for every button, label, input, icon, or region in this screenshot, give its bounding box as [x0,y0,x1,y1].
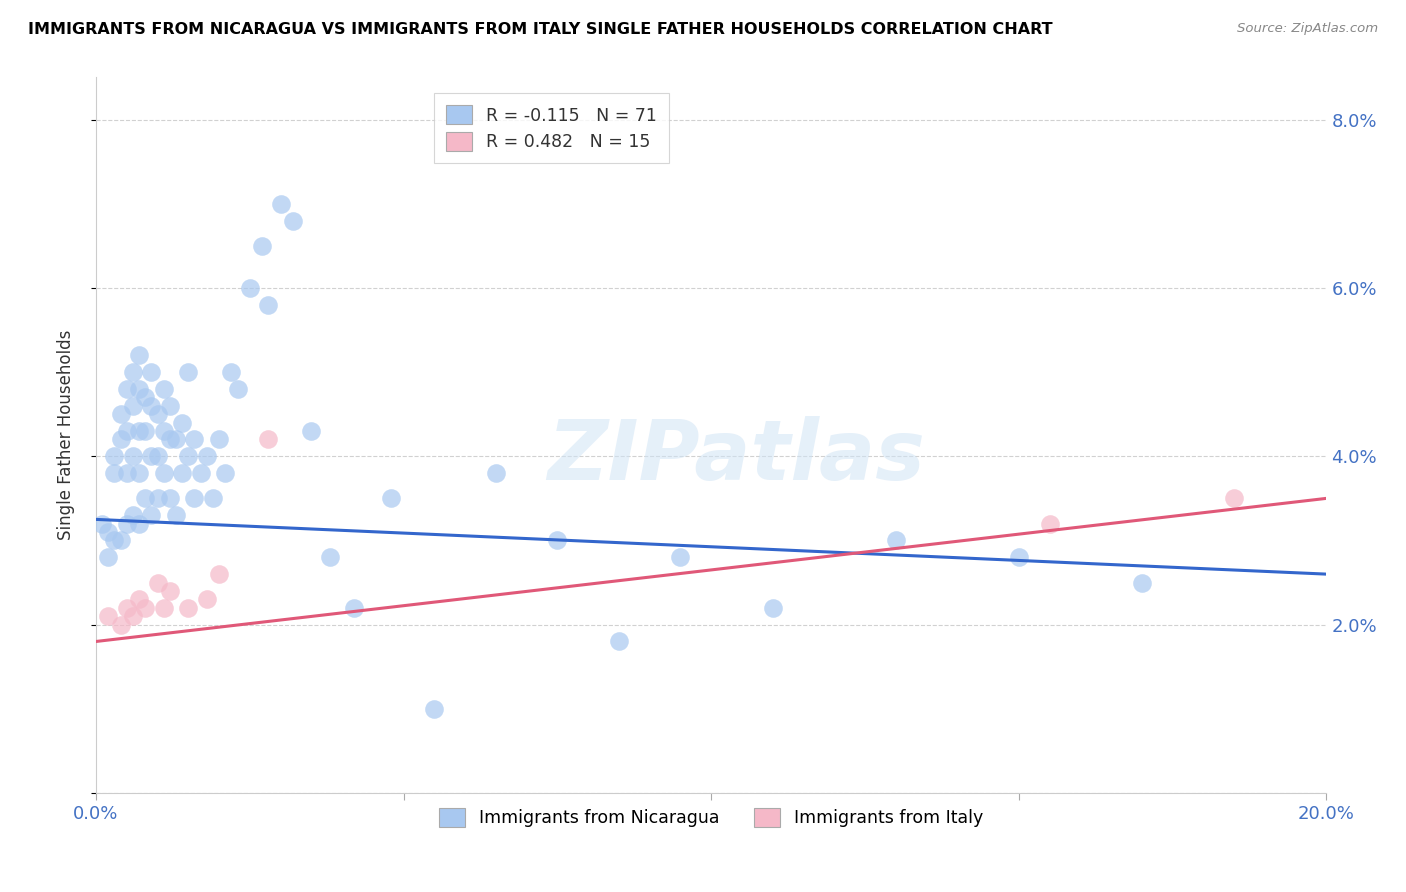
Point [195,592,218,607]
Point [115,516,138,531]
Point [152,600,174,615]
Point [122,365,145,379]
Point [152,466,174,480]
Point [122,450,145,464]
Point [884,533,907,548]
Point [1223,491,1246,506]
Point [165,433,187,447]
Y-axis label: Single Father Households: Single Father Households [58,330,75,541]
Point [128,348,150,362]
Point [159,433,181,447]
Point [110,617,132,632]
Point [172,416,194,430]
Point [97,550,120,565]
Point [152,424,174,438]
Point [110,433,132,447]
Point [97,524,120,539]
Point [299,424,322,438]
Point [146,491,169,506]
Point [1130,575,1153,590]
Point [141,508,163,523]
Point [91,516,114,531]
Point [97,609,120,624]
Point [423,702,446,716]
Point [128,382,150,396]
Point [201,491,224,506]
Point [159,399,181,413]
Point [146,450,169,464]
Point [134,424,156,438]
Point [103,466,125,480]
Point [195,450,218,464]
Point [221,365,243,379]
Point [134,600,156,615]
Point [208,567,231,582]
Point [122,399,145,413]
Point [281,213,304,227]
Point [115,466,138,480]
Point [183,433,205,447]
Point [110,407,132,421]
Text: ZIPatlas: ZIPatlas [547,417,925,497]
Point [1039,516,1062,531]
Point [103,533,125,548]
Point [134,491,156,506]
Point [257,433,280,447]
Point [177,450,200,464]
Point [115,424,138,438]
Point [165,508,187,523]
Point [134,390,156,404]
Text: IMMIGRANTS FROM NICARAGUA VS IMMIGRANTS FROM ITALY SINGLE FATHER HOUSEHOLDS CORR: IMMIGRANTS FROM NICARAGUA VS IMMIGRANTS … [28,22,1053,37]
Point [128,424,150,438]
Point [319,550,342,565]
Point [343,600,366,615]
Point [762,600,785,615]
Point [128,466,150,480]
Point [485,466,508,480]
Point [669,550,692,565]
Point [141,450,163,464]
Legend: Immigrants from Nicaragua, Immigrants from Italy: Immigrants from Nicaragua, Immigrants fr… [432,801,990,834]
Point [183,491,205,506]
Point [103,450,125,464]
Point [141,365,163,379]
Point [141,399,163,413]
Point [226,382,249,396]
Point [177,600,200,615]
Point [214,466,236,480]
Text: Source: ZipAtlas.com: Source: ZipAtlas.com [1237,22,1378,36]
Point [208,433,231,447]
Point [159,491,181,506]
Point [1008,550,1031,565]
Point [270,196,292,211]
Point [128,592,150,607]
Point [110,533,132,548]
Point [172,466,194,480]
Point [115,600,138,615]
Point [546,533,568,548]
Point [146,575,169,590]
Point [250,239,273,253]
Point [380,491,402,506]
Point [122,609,145,624]
Point [257,298,280,312]
Point [177,365,200,379]
Point [159,584,181,599]
Point [146,407,169,421]
Point [128,516,150,531]
Point [607,634,630,648]
Point [239,281,262,295]
Point [190,466,212,480]
Point [115,382,138,396]
Point [122,508,145,523]
Point [152,382,174,396]
